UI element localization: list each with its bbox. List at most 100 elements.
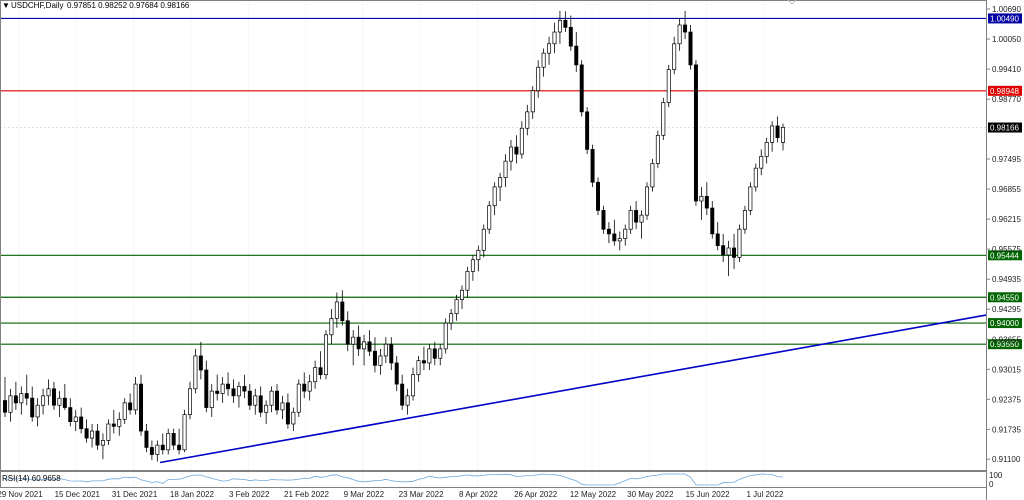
candle-body xyxy=(275,390,280,411)
candle-body xyxy=(666,69,671,103)
candle-body xyxy=(394,362,399,385)
candle-body xyxy=(106,423,111,441)
y-tick-label: 0.93015 xyxy=(992,365,1021,374)
trendline[interactable] xyxy=(159,314,987,464)
candle-body xyxy=(498,177,503,188)
candle-body xyxy=(677,24,682,45)
candle-body xyxy=(79,416,84,430)
symbol-label: USDCHF,Daily xyxy=(11,1,63,10)
candle-body xyxy=(90,430,95,439)
candle-body xyxy=(269,390,274,406)
candle-body xyxy=(144,430,149,448)
x-tick-label: 15 Jun 2022 xyxy=(686,490,731,499)
trendline-layer[interactable] xyxy=(159,314,987,464)
candle-body xyxy=(122,402,127,420)
candle-body xyxy=(334,301,339,319)
grid-lines xyxy=(18,0,765,488)
candle-body xyxy=(650,163,655,188)
candle-body xyxy=(427,348,432,364)
candle-body xyxy=(574,45,579,66)
candle-body xyxy=(443,322,448,350)
candle-body xyxy=(155,444,160,455)
header-arrow-icon[interactable]: ▼ xyxy=(2,1,10,10)
candle-body xyxy=(590,149,595,183)
candle-body xyxy=(231,388,236,397)
candle-body xyxy=(351,336,356,345)
candle-body xyxy=(449,313,454,324)
candle-body xyxy=(302,383,307,392)
candle-body xyxy=(111,423,116,427)
y-tick-label: 0.95575 xyxy=(992,245,1021,254)
candle-body xyxy=(389,343,394,364)
candle-body xyxy=(19,393,24,404)
candle-body xyxy=(95,430,100,446)
candle-body xyxy=(476,249,481,261)
x-tick-label: 30 May 2022 xyxy=(627,490,674,499)
candle-body xyxy=(280,402,285,411)
candle-body xyxy=(699,195,704,202)
candle-body xyxy=(683,24,688,33)
y-tick-label: 0.92375 xyxy=(992,395,1021,404)
x-tick-label: 21 Feb 2022 xyxy=(284,490,329,499)
candle-body xyxy=(764,142,769,157)
candle-body xyxy=(8,395,13,413)
rsi-label: RSI(14) 60.9658 xyxy=(2,474,61,483)
price-axis-ticks: 1.00690 1.00050 0.99410 0.98770 0.97495 0.968… xyxy=(987,5,1021,464)
candle-body xyxy=(383,343,388,357)
level-label: 1.00490 xyxy=(990,14,1019,23)
x-tick-label: 3 Feb 2022 xyxy=(229,490,270,499)
candle-body xyxy=(715,233,720,246)
candle-body xyxy=(329,318,334,336)
candle-body xyxy=(367,341,372,352)
candle-body xyxy=(770,125,775,143)
candle-body xyxy=(721,245,726,256)
y-tick-label: 1.00050 xyxy=(992,35,1021,44)
candle-body xyxy=(775,125,780,139)
level-label-box xyxy=(988,122,1022,133)
candle-body xyxy=(253,395,258,406)
candle-body xyxy=(340,301,345,322)
candle-body xyxy=(411,374,416,397)
candle-body xyxy=(73,416,78,423)
candle-body xyxy=(579,64,584,113)
candle-body xyxy=(236,386,241,397)
x-tick-label: 29 Nov 2021 xyxy=(0,490,43,499)
level-label: 0.94000 xyxy=(990,319,1019,328)
x-tick-label: 26 Apr 2022 xyxy=(514,490,558,499)
y-tick-label: 0.93655 xyxy=(992,335,1021,344)
level-label-box xyxy=(988,339,1022,350)
y-tick-label: 0.97495 xyxy=(992,155,1021,164)
rsi-scale-top: 100 xyxy=(989,471,1003,480)
x-tick-label: 23 Mar 2022 xyxy=(399,490,444,499)
candle-body xyxy=(617,238,622,242)
candle-body xyxy=(525,111,530,129)
candle-body xyxy=(601,210,606,230)
candle-body xyxy=(285,402,290,425)
candle-body xyxy=(57,397,62,406)
candle-body xyxy=(742,210,747,230)
x-tick-label: 15 Dec 2021 xyxy=(55,490,101,499)
candle-body xyxy=(634,210,639,223)
x-tick-label: 18 Jan 2022 xyxy=(170,490,215,499)
candle-body xyxy=(30,397,35,418)
candle-body xyxy=(481,228,486,251)
level-label: 0.94550 xyxy=(990,293,1019,302)
level-label: 0.95444 xyxy=(990,251,1019,260)
candle-body xyxy=(503,160,508,178)
candle-body xyxy=(133,383,138,411)
x-tick-label: 9 Mar 2022 xyxy=(344,490,385,499)
candle-body xyxy=(291,411,296,425)
candle-body xyxy=(177,444,182,451)
level-label: 0.98948 xyxy=(990,87,1019,96)
candle-body xyxy=(296,383,301,413)
candle-body xyxy=(606,228,611,235)
candle-body xyxy=(514,146,519,155)
candle-body xyxy=(557,19,562,33)
candle-body xyxy=(623,228,628,239)
y-tick-label: 0.96855 xyxy=(992,185,1021,194)
candle-body xyxy=(209,390,214,408)
candlestick-series xyxy=(3,10,785,462)
candle-body xyxy=(41,395,46,406)
